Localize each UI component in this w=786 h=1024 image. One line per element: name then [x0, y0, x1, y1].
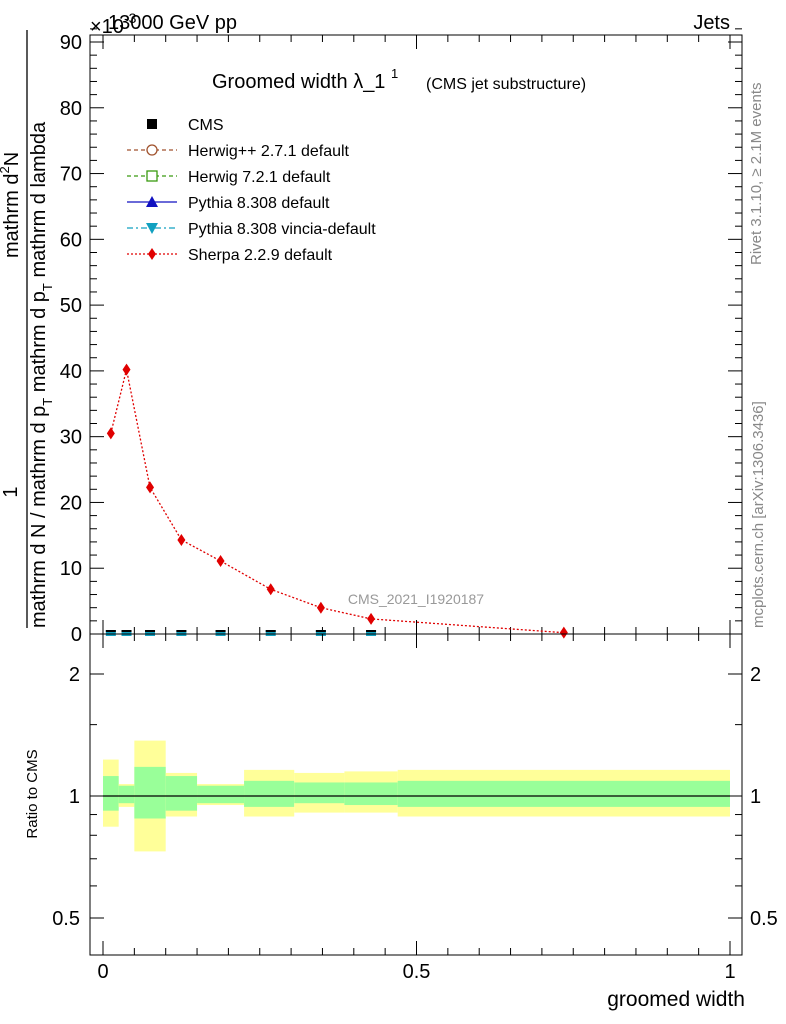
- data-point-cms: [145, 630, 156, 636]
- ratio-band-inner: [165, 776, 198, 811]
- legend-label: Pythia 8.308 vincia-default: [188, 221, 376, 238]
- x-tick-label: 0.5: [403, 961, 431, 983]
- data-point-cms-top: [105, 630, 116, 632]
- data-point-cms-top: [366, 630, 377, 632]
- data-point-sherpa: [122, 363, 131, 376]
- ratio-band-inner: [397, 780, 730, 807]
- series-line-sherpa: [110, 369, 564, 634]
- data-point-cms: [366, 630, 377, 636]
- y-tick-label: 60: [60, 229, 82, 251]
- ratio-band-inner: [244, 780, 295, 807]
- legend-label: Sherpa 2.2.9 default: [188, 247, 333, 264]
- chart-title-text: Groomed width: [212, 71, 348, 93]
- data-point-cms-top: [215, 630, 226, 632]
- data-point-cms: [315, 630, 326, 636]
- y-tick-label: 30: [60, 427, 82, 449]
- ratio-y-tick-label-right: 2: [750, 664, 761, 686]
- ratio-band-inner: [344, 782, 398, 806]
- legend-label: Pythia 8.308 default: [188, 195, 330, 212]
- data-point-cms: [105, 630, 116, 636]
- x-axis-label: groomed width: [607, 988, 745, 1011]
- data-point-sherpa: [266, 583, 275, 596]
- data-point-cms: [176, 630, 187, 636]
- ratio-band-inner: [103, 776, 119, 811]
- data-point-cms-top: [315, 630, 326, 632]
- ratio-y-tick-label: 2: [69, 664, 80, 686]
- data-point-sherpa: [106, 427, 115, 440]
- watermark: CMS_2021_I1920187: [348, 591, 484, 607]
- legend-marker: [146, 196, 158, 207]
- data-point-cms: [121, 630, 132, 636]
- ratio-band-inner: [197, 785, 245, 804]
- legend-label: Herwig 7.2.1 default: [188, 169, 331, 186]
- ratio-y-ticks: 0.5 0.5 1 1 2 2: [52, 664, 778, 930]
- data-point-cms-top: [121, 630, 132, 632]
- y-tick-label: 80: [60, 98, 82, 120]
- legend-marker: [146, 170, 158, 182]
- data-point-cms: [215, 630, 226, 636]
- ratio-y-tick-label-right: 1: [750, 786, 761, 808]
- data-point-sherpa: [367, 612, 376, 625]
- header-left: 13000 GeV pp: [108, 12, 237, 34]
- ratio-bands: [103, 740, 730, 852]
- main-x-ticks: [102, 35, 731, 634]
- x-tick-label: 0: [97, 961, 108, 983]
- data-point-sherpa: [316, 601, 325, 614]
- data-point-sherpa: [146, 481, 155, 494]
- ratio-band-inner: [134, 766, 166, 819]
- ratio-band-inner: [294, 782, 345, 804]
- ratio-y-label: Ratio to CMS: [24, 749, 41, 838]
- ratio-y-tick-label: 0.5: [52, 908, 80, 930]
- legend-label: CMS: [188, 117, 224, 134]
- mcplots-label: mcplots.cern.ch [arXiv:1306.3436]: [750, 401, 767, 628]
- legend: CMS Herwig++ 2.7.1 default Herwig 7.2.1 de…: [127, 117, 376, 264]
- y-tick-label: 50: [60, 295, 82, 317]
- data-point-cms: [265, 630, 276, 636]
- y-label-denominator: mathrm d N / mathrm d pT mathrm d pT mat…: [28, 121, 55, 628]
- main-panel: 0 10 20 30 40 50 60 70 80 90 CMS_2021_I1920187 Gr…: [60, 28, 743, 646]
- data-point-sherpa: [177, 533, 186, 546]
- legend-marker: [148, 248, 156, 260]
- ratio-y-tick-label-right: 0.5: [750, 908, 778, 930]
- header-right: Jets: [693, 12, 730, 34]
- x-tick-label: 1: [724, 961, 735, 983]
- chart-title-superscript: 1: [391, 66, 398, 81]
- y-tick-label: 90: [60, 32, 82, 54]
- main-y-label: 1 mathrm d2N mathrm d N / mathrm d pT ma…: [0, 30, 55, 628]
- y-label-numerator: 1: [0, 486, 22, 497]
- main-y-ticks: 0 10 20 30 40 50 60 70 80 90: [60, 28, 742, 646]
- ratio-y-tick-label: 1: [69, 786, 80, 808]
- legend-marker: [147, 119, 157, 129]
- legend-label: Herwig++ 2.7.1 default: [188, 143, 350, 160]
- data-point-cms-top: [265, 630, 276, 632]
- ratio-band-inner: [118, 785, 135, 804]
- rivet-label: Rivet 3.1.10, ≥ 2.1M events: [748, 83, 765, 266]
- ratio-x-ticks: 0 0.5 1: [97, 634, 736, 983]
- y-label-top: mathrm d2N: [0, 152, 23, 258]
- data-point-sherpa: [216, 554, 225, 567]
- data-point-cms-top: [145, 630, 156, 632]
- main-series: [105, 363, 568, 639]
- y-tick-label: 10: [60, 558, 82, 580]
- chart-title: Groomed width λ_1 1: [212, 66, 398, 93]
- y-tick-label: 20: [60, 492, 82, 514]
- data-point-cms-top: [176, 630, 187, 632]
- legend-marker: [146, 223, 158, 234]
- y-tick-label: 40: [60, 361, 82, 383]
- chart-title-symbol: λ_1: [353, 71, 385, 93]
- legend-marker: [146, 144, 158, 156]
- y-tick-label: 70: [60, 164, 82, 186]
- data-point-sherpa: [559, 626, 568, 639]
- chart-subtitle: (CMS jet substructure): [426, 76, 586, 93]
- ratio-panel: 0.5 0.51 12 2 0 0.5 1 Ratio to CMS groomed wi…: [24, 633, 778, 1011]
- y-tick-label: 0: [71, 624, 82, 646]
